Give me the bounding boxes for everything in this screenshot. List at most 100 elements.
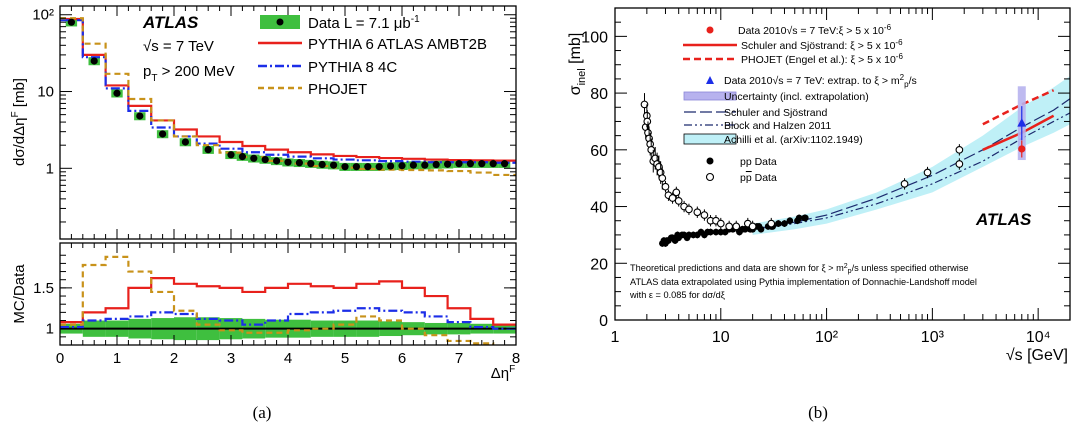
data-point <box>375 163 383 171</box>
legend-b-ppbar: pp Data <box>740 172 777 184</box>
data-point <box>90 57 98 65</box>
data-point <box>136 112 144 120</box>
pp-point <box>802 214 809 222</box>
legend-b-pp: pp Data <box>740 156 777 168</box>
panel-b-axis: 0 20 40 60 80 100 1 10 10² 10³ 10⁴ <box>581 8 1071 346</box>
ppbar-point <box>900 180 909 188</box>
pp-point <box>712 228 720 236</box>
x-tick-label: 5 <box>341 350 349 367</box>
ppbar-point <box>672 188 681 197</box>
series-line <box>60 17 516 162</box>
legend-phojet: PHOJET <box>308 81 367 98</box>
legend-b-schuler-xi: Schuler and Sjöstrand: ξ > 5 x 10-6 <box>741 38 903 52</box>
b-x-tick-label: 10⁴ <box>1026 329 1051 346</box>
data-point <box>398 162 406 170</box>
ppbar-point <box>716 219 725 228</box>
data-point <box>330 161 338 169</box>
data-point <box>352 163 360 171</box>
ratio-series-line <box>60 307 516 330</box>
svg-text:dσ/dΔηF [mb]: dσ/dΔηF [mb] <box>10 78 28 166</box>
data-point <box>432 160 440 169</box>
svg-text:Theoretical predictions and da: Theoretical predictions and data are sho… <box>630 263 969 275</box>
legend-b-achilli: Achilli et al. (arXiv:1102.1949) <box>724 134 863 146</box>
achilli-band <box>752 76 1070 235</box>
ppbar-point <box>643 117 652 126</box>
panel-a-ratio-plot <box>60 255 516 345</box>
data2010-point <box>1018 145 1026 153</box>
svg-text:ATLAS data extrapolated using: ATLAS data extrapolated using Pythia imp… <box>630 277 977 287</box>
ppbar-point <box>748 222 757 231</box>
panel-a-ratio-ylabel: MC/Data <box>11 264 28 324</box>
data-point <box>444 160 452 168</box>
ppbar-point <box>661 182 670 191</box>
x-tick-label: 6 <box>398 350 406 367</box>
ppbar-point <box>674 197 683 205</box>
ppbar-point <box>923 168 932 177</box>
panel-b-caption: (b) <box>808 403 828 422</box>
ppbar-point <box>700 211 709 219</box>
data-point <box>181 138 189 146</box>
panel-b-xlabel: √s [GeV] <box>1006 347 1068 364</box>
pt-cut-label: pT > 200 MeV <box>143 63 235 84</box>
panel-a-ratio-axis: 11.50 1 2 3 4 5 6 7 8 <box>33 243 520 367</box>
data-point <box>273 157 281 165</box>
ppbar-point <box>658 174 667 183</box>
x-tick-label: 1 <box>113 350 121 367</box>
x-tick-label: 2 <box>170 350 178 367</box>
panel-a-top-plot <box>60 17 516 177</box>
panel-a-top-clip <box>60 17 516 177</box>
atlas-label: ATLAS <box>142 13 199 32</box>
x-tick-label: 0 <box>56 350 64 367</box>
panel-a-xlabel: ΔηF <box>491 364 515 382</box>
panel-a-caption: (a) <box>253 403 272 422</box>
svg-text:with ε = 0.085 for dσ/dξ: with ε = 0.085 for dσ/dξ <box>629 290 725 300</box>
data-point <box>364 163 372 171</box>
ppbar-point <box>767 219 776 228</box>
b-y-tick-label: 40 <box>590 200 608 217</box>
panel-b-legend: Data 2010√s = 7 TeV:ξ > 5 x 10-6 Schuler… <box>683 23 917 184</box>
b-y-tick-label: 20 <box>590 256 608 273</box>
extrap-point <box>1017 118 1027 127</box>
b-y-tick-label: 60 <box>590 143 608 160</box>
b-x-tick-label: 1 <box>611 329 620 346</box>
energy-label: √s = 7 TeV <box>143 38 214 55</box>
ppbar-point <box>685 205 693 214</box>
ppbar-point <box>725 222 734 231</box>
x-tick-label: 8 <box>512 350 520 367</box>
data-point <box>455 160 463 168</box>
data-point <box>466 160 474 168</box>
x-tick-label: 4 <box>284 350 292 367</box>
ratio-y-tick-label: 1 <box>46 321 54 338</box>
data-point <box>204 146 212 154</box>
ratio-series-line <box>60 276 516 326</box>
panel-a-top-ylabel: dσ/dΔηF [mb] <box>10 78 28 166</box>
ppbar-point <box>732 222 741 231</box>
b-y-tick-label: 80 <box>590 86 608 103</box>
legend-b-block: Block and Halzen 2011 <box>724 120 831 132</box>
legend-b-uncertainty: Uncertainty (incl. extrapolation) <box>724 91 869 103</box>
panel-b-atlas-label: ATLAS <box>975 210 1032 229</box>
legend-pythia8: PYTHIA 8 4C <box>308 59 397 76</box>
legend-b-schuler: Schuler and Sjöstrand <box>724 107 827 119</box>
pp-point <box>786 217 794 225</box>
data-point <box>295 159 303 167</box>
phojet-xi-curve <box>982 89 1055 126</box>
data-point <box>387 162 395 170</box>
ppbar-point <box>955 145 964 154</box>
legend-b-data2010: Data 2010√s = 7 TeV:ξ > 5 x 10-6 <box>738 23 892 37</box>
legend-b-phojet-xi: PHOJET (Engel et al.): ξ > 5 x 10-6 <box>741 52 903 66</box>
data-point <box>421 161 429 169</box>
legend-pythia6: PYTHIA 6 ATLAS AMBT2B <box>308 36 487 53</box>
data-point <box>409 161 417 169</box>
pp-point <box>781 220 788 227</box>
x-tick-label: 7 <box>455 350 463 367</box>
b-x-tick-label: 10 <box>712 329 730 346</box>
data-point <box>489 160 497 168</box>
ratio-y-tick-label: 1.5 <box>33 280 54 297</box>
data-point <box>159 130 167 138</box>
b-y-tick-label: 100 <box>581 29 608 46</box>
panel-b-footnote: Theoretical predictions and data are sho… <box>629 263 977 300</box>
legend-data-label: Data L = 7.1 μb-1 <box>308 14 420 32</box>
